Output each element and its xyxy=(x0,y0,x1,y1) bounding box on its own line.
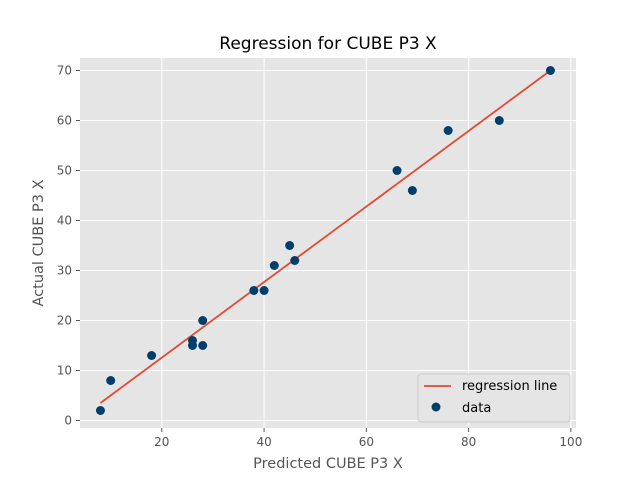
x-tick-label: 100 xyxy=(559,435,582,449)
data-point xyxy=(285,241,295,250)
data-point xyxy=(269,261,279,270)
data-point xyxy=(198,316,208,325)
legend: regression line data xyxy=(417,373,571,423)
data-point xyxy=(443,126,453,135)
axis-ticks: 20 40 60 80 100 0 10 20 30 40 50 60 70 xyxy=(57,64,583,450)
y-tick-label: 20 xyxy=(57,314,72,328)
y-tick-label: 60 xyxy=(57,114,72,128)
data-point xyxy=(187,336,197,345)
y-tick-label: 30 xyxy=(57,264,72,278)
x-axis-label: Predicted CUBE P3 X xyxy=(253,456,403,472)
y-tick-label: 70 xyxy=(57,64,72,78)
data-point xyxy=(392,166,402,175)
data-point xyxy=(95,406,105,415)
data-point xyxy=(494,116,504,125)
legend-box xyxy=(417,373,571,423)
x-tick-label: 60 xyxy=(359,435,374,449)
grid-lines xyxy=(80,58,576,428)
data-point xyxy=(147,351,157,360)
y-tick-label: 50 xyxy=(57,164,72,178)
y-tick-label: 0 xyxy=(64,414,72,428)
data-point xyxy=(198,341,208,350)
data-point xyxy=(407,186,417,195)
data-point xyxy=(290,256,300,265)
chart-title: Regression for CUBE P3 X xyxy=(219,34,437,54)
data-point xyxy=(249,286,259,295)
regression-line-layer xyxy=(99,69,551,404)
y-tick-label: 10 xyxy=(57,364,72,378)
x-tick-label: 40 xyxy=(256,435,271,449)
legend-point-swatch xyxy=(431,402,441,412)
y-tick-label: 40 xyxy=(57,214,72,228)
y-axis-label: Actual CUBE P3 X xyxy=(31,179,47,306)
legend-item-data: data xyxy=(462,401,491,416)
regression-line xyxy=(99,69,551,404)
plot-area xyxy=(80,58,576,428)
x-tick-label: 20 xyxy=(154,435,169,449)
data-point xyxy=(259,286,269,295)
data-point xyxy=(545,66,555,75)
legend-item-regression-line: regression line xyxy=(462,379,557,394)
x-tick-label: 80 xyxy=(461,435,476,449)
data-points xyxy=(95,66,555,415)
data-point xyxy=(106,376,116,385)
